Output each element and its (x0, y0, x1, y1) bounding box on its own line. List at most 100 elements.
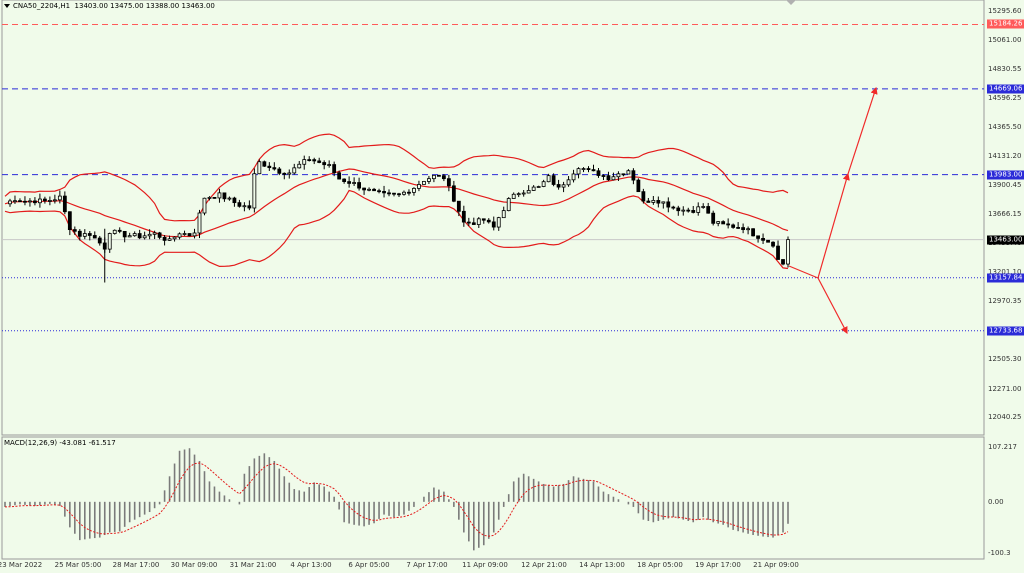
candle-body (397, 193, 401, 196)
candle-body (726, 223, 731, 226)
candle-body (686, 209, 691, 212)
price-panel-frame (1, 0, 985, 436)
candle-body (481, 218, 486, 221)
candle-body (312, 159, 317, 162)
time-axis-label: 21 Apr 09:00 (753, 561, 799, 569)
candle-body (466, 221, 471, 224)
candle-body (696, 206, 701, 213)
symbol-name: CNA50_2204,H1 (13, 2, 71, 10)
price-axis-label: 12271.00 (988, 384, 1022, 393)
candle-body (227, 197, 232, 200)
candle-body (42, 198, 47, 202)
high-value: 13475.00 (110, 2, 144, 10)
candle-body (387, 192, 391, 195)
candle-body (97, 237, 102, 244)
candle-body (252, 173, 257, 209)
candle-body (451, 185, 456, 202)
candle-body (576, 168, 581, 175)
projection-arrow-up-1 (817, 172, 850, 279)
candle-body (222, 192, 227, 200)
candle-body (297, 163, 302, 169)
candle-body (247, 205, 252, 209)
candle-body (92, 235, 97, 239)
candle-body (461, 210, 466, 223)
candle-body (681, 209, 686, 212)
candle-body (776, 245, 780, 260)
candle-body (207, 197, 212, 199)
candle-body (631, 170, 636, 181)
candle-body (127, 235, 132, 238)
candle-body (771, 241, 775, 247)
candle-body (33, 200, 37, 204)
candle-body (551, 175, 556, 185)
candle-body (556, 184, 561, 188)
candle-body (506, 198, 511, 212)
candle-body (187, 233, 192, 237)
candle-body (496, 217, 501, 228)
candle-body (62, 195, 67, 213)
price-level-tag: 13157.84 (987, 273, 1024, 283)
candle-body (721, 221, 726, 225)
candle-body (691, 210, 696, 213)
candle-body (511, 193, 516, 199)
price-axis-label: 14596.25 (988, 93, 1022, 102)
candle-body (432, 174, 436, 180)
price-axis-label: 12970.35 (988, 297, 1022, 306)
time-axis-label: 28 Mar 17:00 (112, 561, 160, 569)
candle-body (731, 224, 736, 228)
candle-body (786, 239, 790, 265)
candle-body (616, 173, 621, 178)
candle-body (377, 190, 381, 193)
candle-body (272, 167, 277, 170)
price-level-tag: 12733.68 (987, 326, 1024, 336)
candle-body (382, 191, 386, 194)
candle-body (606, 175, 611, 181)
candle-body (372, 188, 376, 192)
candle-body (237, 202, 242, 207)
collapse-triangle-icon[interactable] (4, 4, 10, 8)
time-axis-label: 12 Apr 21:00 (521, 561, 567, 569)
candle-body (422, 181, 426, 185)
price-level-tag: 13983.00 (987, 170, 1024, 180)
price-level-tag: 14669.06 (987, 84, 1024, 94)
candle-body (67, 211, 72, 231)
candle-body (471, 222, 476, 225)
time-axis-label: 18 Apr 05:00 (637, 561, 683, 569)
candle-body (302, 159, 307, 165)
candle-body (741, 227, 746, 231)
time-axis-label: 23 Mar 2022 (0, 561, 43, 569)
candle-body (152, 232, 157, 235)
candle-body (626, 170, 631, 175)
candle-body (486, 219, 491, 223)
candle-body (317, 160, 322, 163)
candle-body (601, 175, 606, 177)
price-axis-label: 13900.45 (988, 180, 1022, 189)
time-axis-label: 30 Mar 09:00 (170, 561, 218, 569)
candle-body (162, 236, 167, 241)
candle-body (441, 175, 446, 180)
candle-body (427, 178, 431, 182)
candle-body (112, 229, 117, 234)
low-value: 13388.00 (145, 2, 180, 10)
candle-body (82, 233, 87, 237)
candle-body (636, 179, 641, 193)
projection-arrow-down (817, 277, 848, 335)
candle-body (23, 200, 27, 203)
candle-body (676, 207, 681, 212)
candle-body (412, 187, 416, 193)
candle-body (352, 182, 357, 184)
candle-body (531, 186, 536, 191)
projection-segment (788, 265, 819, 279)
candle-body (182, 233, 187, 235)
price-axis-label: 13201.10 (988, 268, 1021, 276)
price-axis-label: 12505.30 (988, 355, 1022, 364)
candle-body (591, 169, 596, 172)
time-axis-label: 14 Apr 13:00 (579, 561, 625, 569)
price-level-tag: 15184.26 (987, 19, 1024, 29)
chart-shift-marker[interactable] (786, 0, 796, 5)
candle-body (736, 227, 741, 229)
candle-body (262, 161, 267, 167)
close-value: 13463.00 (181, 2, 215, 10)
candle-body (701, 206, 706, 208)
